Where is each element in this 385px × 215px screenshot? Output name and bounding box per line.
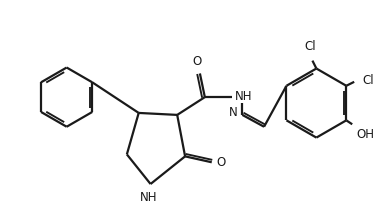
- Text: OH: OH: [356, 128, 374, 141]
- Text: NH: NH: [234, 90, 252, 103]
- Text: O: O: [192, 55, 202, 68]
- Text: Cl: Cl: [362, 74, 374, 87]
- Text: Cl: Cl: [305, 40, 316, 53]
- Text: NH: NH: [140, 191, 157, 204]
- Text: O: O: [217, 156, 226, 169]
- Text: N: N: [229, 106, 238, 119]
